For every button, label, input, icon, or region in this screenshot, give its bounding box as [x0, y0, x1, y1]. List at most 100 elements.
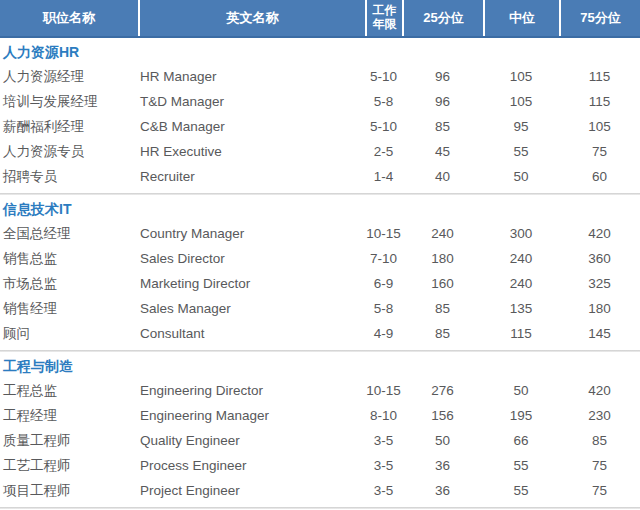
cell-position-cn: 工程总监 — [0, 382, 138, 400]
cell-years: 3-5 — [365, 433, 402, 448]
section-divider — [0, 507, 640, 509]
table-row: 培训与发展经理 T&D Manager 5-8 96 105 115 — [0, 89, 640, 114]
cell-p25: 240 — [402, 226, 483, 241]
cell-position-en: Recruiter — [138, 169, 365, 184]
table-row: 市场总监 Marketing Director 6-9 160 240 325 — [0, 271, 640, 296]
cell-median: 55 — [483, 144, 559, 159]
cell-p75: 75 — [559, 144, 640, 159]
table-header-row: 职位名称 英文名称 工作年限 25分位 中位 75分位 — [0, 0, 640, 38]
cell-p75: 420 — [559, 226, 640, 241]
cell-position-en: Process Engineer — [138, 458, 365, 473]
cell-years: 5-8 — [365, 301, 402, 316]
table-section: 信息技术IT 全国总经理 Country Manager 10-15 240 3… — [0, 200, 640, 352]
cell-position-en: Sales Manager — [138, 301, 365, 316]
cell-years: 5-8 — [365, 94, 402, 109]
salary-table: 职位名称 英文名称 工作年限 25分位 中位 75分位 人力资源HR 人力资源经… — [0, 0, 640, 509]
cell-median: 50 — [483, 383, 559, 398]
cell-p25: 85 — [402, 326, 483, 341]
table-row: 销售经理 Sales Manager 5-8 85 135 180 — [0, 296, 640, 321]
cell-median: 50 — [483, 169, 559, 184]
cell-p25: 180 — [402, 251, 483, 266]
section-title: 工程与制造 — [0, 357, 640, 376]
table-body: 人力资源HR 人力资源经理 HR Manager 5-10 96 105 115… — [0, 43, 640, 509]
cell-median: 95 — [483, 119, 559, 134]
cell-position-cn: 人力资源经理 — [0, 68, 138, 86]
section-divider — [0, 193, 640, 195]
column-header-years: 工作年限 — [365, 0, 402, 36]
cell-position-cn: 顾问 — [0, 325, 138, 343]
cell-p75: 115 — [559, 94, 640, 109]
section-divider — [0, 350, 640, 352]
table-row: 全国总经理 Country Manager 10-15 240 300 420 — [0, 221, 640, 246]
cell-position-cn: 培训与发展经理 — [0, 93, 138, 111]
cell-position-cn: 招聘专员 — [0, 168, 138, 186]
cell-p25: 160 — [402, 276, 483, 291]
cell-position-en: HR Executive — [138, 144, 365, 159]
cell-p25: 96 — [402, 69, 483, 84]
cell-median: 105 — [483, 69, 559, 84]
cell-position-cn: 销售总监 — [0, 250, 138, 268]
cell-position-en: HR Manager — [138, 69, 365, 84]
table-row: 薪酬福利经理 C&B Manager 5-10 85 95 105 — [0, 114, 640, 139]
cell-median: 66 — [483, 433, 559, 448]
cell-years: 4-9 — [365, 326, 402, 341]
column-header-median: 中位 — [483, 0, 559, 36]
table-row: 顾问 Consultant 4-9 85 115 145 — [0, 321, 640, 346]
cell-years: 1-4 — [365, 169, 402, 184]
cell-position-cn: 薪酬福利经理 — [0, 118, 138, 136]
cell-position-cn: 工程经理 — [0, 407, 138, 425]
cell-p75: 60 — [559, 169, 640, 184]
cell-position-cn: 工艺工程师 — [0, 457, 138, 475]
cell-median: 240 — [483, 276, 559, 291]
cell-median: 115 — [483, 326, 559, 341]
cell-median: 135 — [483, 301, 559, 316]
cell-years: 3-5 — [365, 483, 402, 498]
table-row: 销售总监 Sales Director 7-10 180 240 360 — [0, 246, 640, 271]
cell-p75: 75 — [559, 458, 640, 473]
section-title: 信息技术IT — [0, 200, 640, 219]
cell-position-cn: 项目工程师 — [0, 482, 138, 500]
cell-median: 300 — [483, 226, 559, 241]
cell-p25: 96 — [402, 94, 483, 109]
cell-position-en: C&B Manager — [138, 119, 365, 134]
cell-median: 55 — [483, 483, 559, 498]
cell-median: 240 — [483, 251, 559, 266]
cell-p25: 36 — [402, 483, 483, 498]
cell-position-en: T&D Manager — [138, 94, 365, 109]
table-row: 人力资源经理 HR Manager 5-10 96 105 115 — [0, 64, 640, 89]
cell-p25: 45 — [402, 144, 483, 159]
cell-position-cn: 人力资源专员 — [0, 143, 138, 161]
section-rows: 人力资源经理 HR Manager 5-10 96 105 115 培训与发展经… — [0, 64, 640, 189]
cell-p75: 230 — [559, 408, 640, 423]
cell-years: 7-10 — [365, 251, 402, 266]
cell-position-cn: 质量工程师 — [0, 432, 138, 450]
section-rows: 全国总经理 Country Manager 10-15 240 300 420 … — [0, 221, 640, 346]
cell-position-en: Consultant — [138, 326, 365, 341]
cell-p75: 360 — [559, 251, 640, 266]
cell-p75: 325 — [559, 276, 640, 291]
cell-p25: 276 — [402, 383, 483, 398]
cell-p25: 40 — [402, 169, 483, 184]
cell-p75: 105 — [559, 119, 640, 134]
cell-years: 10-15 — [365, 226, 402, 241]
cell-position-en: Project Engineer — [138, 483, 365, 498]
cell-p25: 36 — [402, 458, 483, 473]
column-header-position-cn: 职位名称 — [0, 0, 138, 36]
column-header-p75: 75分位 — [559, 0, 640, 36]
cell-position-cn: 市场总监 — [0, 275, 138, 293]
table-row: 工程经理 Engineering Manager 8-10 156 195 23… — [0, 403, 640, 428]
section-rows: 工程总监 Engineering Director 10-15 276 50 4… — [0, 378, 640, 503]
cell-position-en: Sales Director — [138, 251, 365, 266]
table-row: 工程总监 Engineering Director 10-15 276 50 4… — [0, 378, 640, 403]
table-row: 质量工程师 Quality Engineer 3-5 50 66 85 — [0, 428, 640, 453]
cell-position-en: Quality Engineer — [138, 433, 365, 448]
cell-p25: 156 — [402, 408, 483, 423]
cell-position-en: Engineering Director — [138, 383, 365, 398]
cell-position-cn: 销售经理 — [0, 300, 138, 318]
cell-p75: 115 — [559, 69, 640, 84]
table-row: 工艺工程师 Process Engineer 3-5 36 55 75 — [0, 453, 640, 478]
cell-p75: 145 — [559, 326, 640, 341]
cell-p25: 50 — [402, 433, 483, 448]
cell-p75: 180 — [559, 301, 640, 316]
column-header-p25: 25分位 — [402, 0, 483, 36]
